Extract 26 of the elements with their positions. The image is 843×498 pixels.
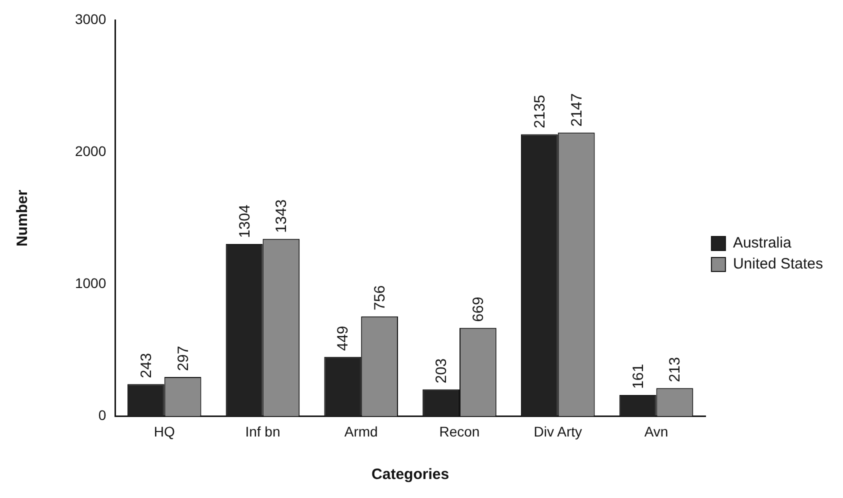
y-tick-label: 1000 [74, 274, 106, 291]
data-label: 203 [433, 358, 450, 384]
data-label: 1343 [273, 199, 290, 233]
data-label: 213 [666, 357, 684, 382]
data-label: 756 [372, 285, 389, 310]
data-label: 2147 [568, 93, 586, 127]
data-label: 1304 [236, 204, 254, 238]
legend-label: United States [732, 256, 824, 273]
x-tick-label: Div Arty [534, 423, 582, 440]
x-tick-label: Armd [344, 423, 378, 440]
legend-label: Australia [732, 234, 792, 252]
data-label: 2135 [531, 94, 548, 128]
y-tick-label: 3000 [74, 10, 106, 27]
data-label: 243 [138, 353, 155, 378]
x-tick-label: Recon [439, 423, 480, 440]
x-tick-label: HQ [154, 423, 175, 440]
y-axis-title: Number [14, 190, 32, 246]
data-label: 449 [334, 326, 352, 351]
data-label: 297 [174, 346, 192, 371]
x-tick-label: Avn [644, 423, 668, 440]
y-tick-label: 2000 [74, 142, 106, 159]
x-axis-title: Categories [372, 466, 450, 484]
data-label: 669 [470, 296, 487, 322]
data-label: 161 [630, 364, 647, 389]
y-tick-label: 0 [98, 407, 106, 424]
x-tick-label: Inf bn [245, 423, 280, 440]
